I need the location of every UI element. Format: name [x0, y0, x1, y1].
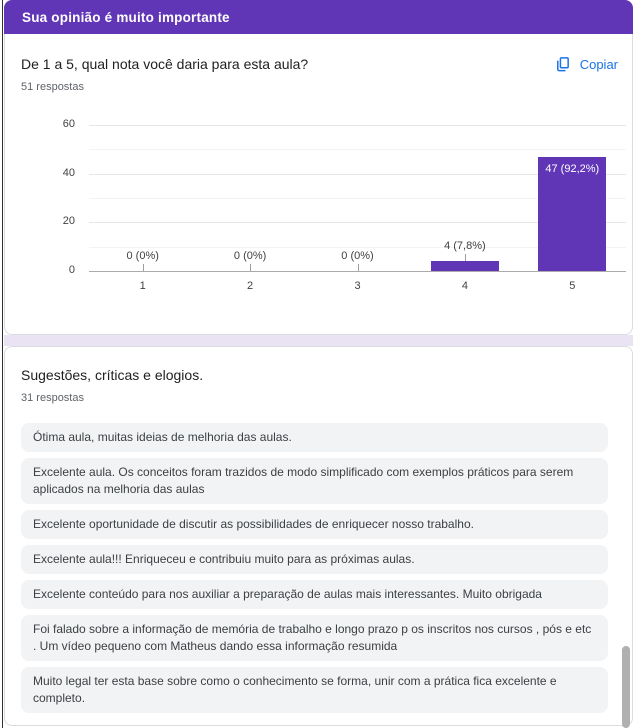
- response-item: Excelente aula!!! Enriqueceu e contribui…: [21, 545, 608, 574]
- response-item: Excelente aula. Os conceitos foram trazi…: [21, 458, 608, 504]
- x-axis-category-label: 3: [354, 280, 361, 292]
- y-axis-tick-label: 0: [68, 264, 75, 276]
- label-tick: [250, 264, 252, 271]
- y-axis-tick-label: 20: [62, 215, 75, 228]
- response-list: Ótima aula, muitas ideias de melhoria da…: [21, 423, 608, 719]
- question-response-count: 51 respostas: [21, 81, 84, 93]
- copy-button-label: Copiar: [579, 57, 618, 72]
- x-axis-baseline: [89, 271, 626, 272]
- gridline-minor: [89, 246, 626, 248]
- copy-button[interactable]: Copiar: [550, 54, 622, 75]
- x-axis-category-label: 2: [247, 280, 254, 292]
- response-item: Muito legal ter esta base sobre como o c…: [21, 667, 608, 713]
- gridline-minor: [89, 149, 626, 151]
- question-card: De 1 a 5, qual nota você daria para esta…: [4, 34, 633, 335]
- y-axis-tick-label: 60: [62, 118, 75, 130]
- x-axis-category-label: 4: [461, 280, 468, 292]
- x-axis-category-label: 5: [569, 280, 576, 292]
- label-tick: [142, 264, 144, 271]
- x-axis-category-label: 1: [139, 280, 146, 292]
- form-title-banner: Sua opinião é muito importante: [4, 0, 633, 34]
- response-item: Foi falado sobre a informação de memória…: [21, 615, 608, 661]
- card-gap: [4, 335, 633, 346]
- bar-value-label: 0 (0%): [341, 250, 374, 262]
- form-title: Sua opinião é muito importante: [22, 9, 230, 25]
- bar-value-label: 0 (0%): [126, 250, 159, 262]
- response-item: Excelente oportunidade de discutir as po…: [21, 510, 608, 539]
- window-left-border: [2, 0, 3, 728]
- y-axis-tick-label: 40: [62, 166, 75, 179]
- bar-value-label: 47 (92,2%): [545, 162, 600, 175]
- label-tick: [357, 264, 359, 271]
- response-item: Excelente conteúdo para nos auxiliar a p…: [21, 580, 608, 609]
- content-column: Sua opinião é muito importante De 1 a 5,…: [4, 0, 633, 726]
- bar-value-label: 4 (7,8%): [444, 240, 486, 253]
- gridline: [89, 125, 626, 126]
- bar-chart: 0 20 40 60 1 0 (0%) 2 0 (0%) 3 0 (0%) 4 4 (7,8%) 5 47…: [5, 113, 632, 313]
- question-title: De 1 a 5, qual nota você daria para esta…: [21, 56, 309, 72]
- gridline: [89, 173, 626, 175]
- scrollbar-thumb[interactable]: [622, 646, 630, 728]
- comments-card: Sugestões, críticas e elogios. 31 respos…: [4, 346, 633, 726]
- gridline-minor: [89, 198, 626, 199]
- bar: [430, 261, 499, 271]
- response-item: Ótima aula, muitas ideias de melhoria da…: [21, 423, 608, 452]
- comments-response-count: 31 respostas: [21, 392, 84, 404]
- bar-value-label: 0 (0%): [233, 250, 267, 262]
- comments-title: Sugestões, críticas e elogios.: [21, 367, 204, 383]
- bar: [538, 156, 607, 271]
- label-tick: [464, 254, 466, 262]
- copy-icon: [556, 57, 569, 72]
- gridline: [89, 222, 626, 224]
